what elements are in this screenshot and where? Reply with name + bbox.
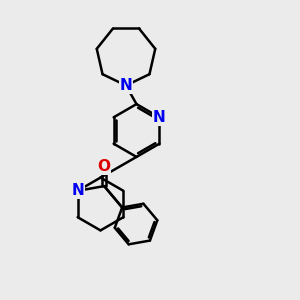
Text: N: N [153,110,166,125]
Text: O: O [98,159,111,174]
Text: N: N [120,78,132,93]
Text: N: N [71,183,84,198]
